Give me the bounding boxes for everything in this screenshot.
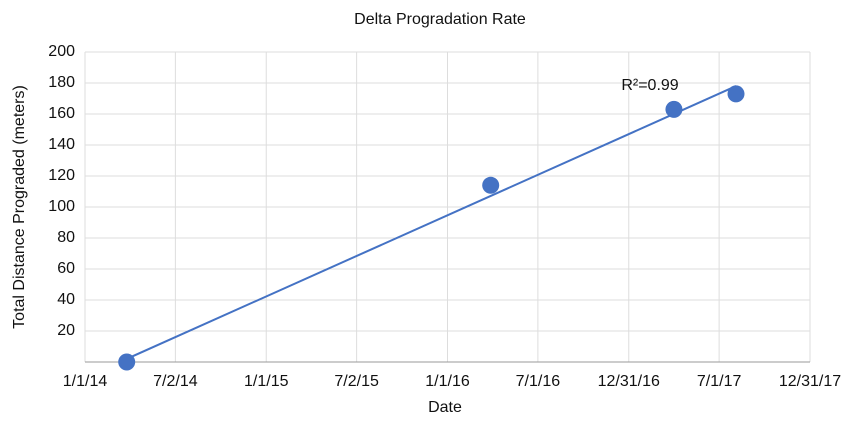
y-axis-label: Total Distance Prograded (meters) bbox=[11, 85, 28, 329]
y-tick-label: 100 bbox=[48, 198, 75, 215]
point bbox=[665, 100, 683, 118]
x-tick-label: 1/1/15 bbox=[244, 373, 289, 390]
x-tick-label: 7/2/15 bbox=[334, 373, 379, 390]
point bbox=[118, 353, 136, 371]
x-tick-label: 1/1/14 bbox=[63, 373, 108, 390]
y-tick-label: 40 bbox=[57, 291, 75, 308]
y-tick-label: 60 bbox=[57, 260, 75, 277]
annotation: R²=0.99 bbox=[621, 77, 678, 94]
y-tick-label: 160 bbox=[48, 105, 75, 122]
point bbox=[482, 176, 500, 194]
x-tick-label: 7/1/17 bbox=[697, 373, 742, 390]
x-tick-label: 7/2/14 bbox=[153, 373, 198, 390]
y-tick-label: 80 bbox=[57, 229, 75, 246]
y-tick-label: 120 bbox=[48, 167, 75, 184]
y-tick-label: 140 bbox=[48, 136, 75, 153]
trendline bbox=[126, 85, 737, 360]
x-tick-label: 12/31/16 bbox=[598, 373, 660, 390]
point bbox=[727, 85, 745, 103]
y-tick-label: 180 bbox=[48, 74, 75, 91]
y-tick-label: 20 bbox=[57, 322, 75, 339]
x-tick-label: 12/31/17 bbox=[779, 373, 841, 390]
x-tick-label: 1/1/16 bbox=[425, 373, 470, 390]
chart-title: Delta Progradation Rate bbox=[354, 11, 526, 28]
x-axis-label: Date bbox=[428, 399, 462, 416]
x-tick-label: 7/1/16 bbox=[516, 373, 561, 390]
y-tick-label: 200 bbox=[48, 43, 75, 60]
